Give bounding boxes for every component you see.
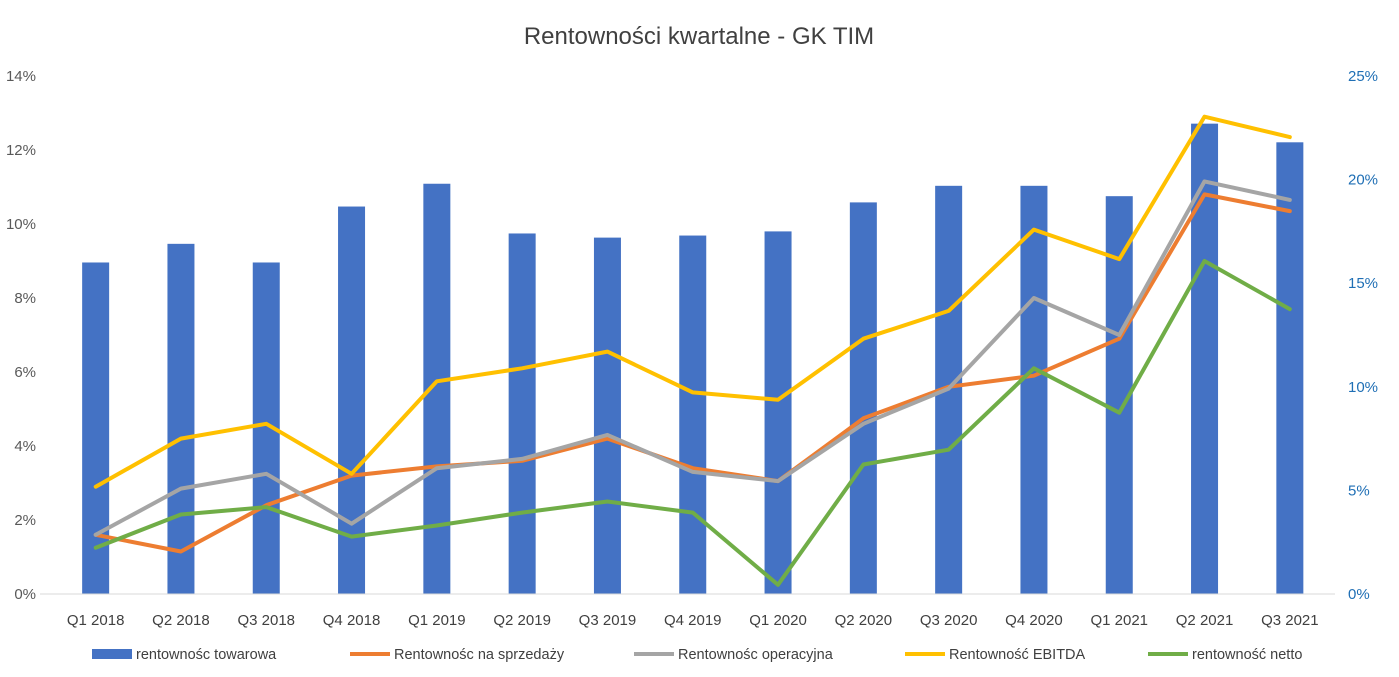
series-line [93,192,1292,554]
series-line [93,259,1292,587]
x-axis: Q1 2018 Q2 2018 Q3 2018 Q4 2018 Q1 2019 Q2 20… [67,612,1319,629]
bar [1020,185,1048,595]
bar [764,231,792,594]
left-tick-label: 14% [6,68,36,85]
bar [82,262,110,594]
bar [593,237,621,594]
left-tick-label: 0% [14,586,36,603]
x-tick-label: Q3 2018 [237,612,295,629]
legend-label: rentowność netto [1192,647,1302,663]
left-tick-label: 8% [14,290,36,307]
right-tick-label: 0% [1348,586,1370,603]
left-axis: 0% 2% 4% 6% 8% 10% 12% 14% [6,68,36,603]
x-tick-label: Q1 2020 [749,612,807,629]
x-tick-label: Q1 2019 [408,612,466,629]
bar [679,235,707,594]
right-tick-label: 5% [1348,482,1370,499]
left-tick-label: 10% [6,216,36,233]
x-tick-label: Q2 2020 [835,612,893,629]
right-tick-label: 10% [1348,379,1378,396]
legend: rentownośc towarowa Rentownośc na sprzeda… [92,647,1302,663]
right-tick-label: 15% [1348,275,1378,292]
x-tick-label: Q2 2018 [152,612,210,629]
right-axis: 0% 5% 10% 15% 20% 25% [1348,68,1378,603]
bar [1276,142,1304,594]
x-tick-label: Q3 2019 [579,612,637,629]
bar [508,233,536,595]
x-tick-label: Q1 2021 [1090,612,1148,629]
legend-swatch [92,649,132,659]
x-tick-label: Q1 2018 [67,612,125,629]
left-tick-label: 6% [14,364,36,381]
legend-label: Rentowność EBITDA [949,647,1086,663]
left-tick-label: 4% [14,438,36,455]
bar [849,202,877,594]
x-tick-label: Q2 2019 [493,612,551,629]
series-line [93,179,1292,537]
bar [338,206,366,594]
x-tick-label: Q2 2021 [1176,612,1234,629]
line-series [93,114,1292,587]
x-tick-label: Q4 2018 [323,612,381,629]
legend-label: rentownośc towarowa [136,647,277,663]
legend-label: Rentownośc na sprzedaży [394,647,565,663]
chart-title: Rentowności kwartalne - GK TIM [524,23,874,50]
x-tick-label: Q4 2019 [664,612,722,629]
x-tick-label: Q3 2020 [920,612,978,629]
series-line [93,114,1292,489]
bar [167,243,195,594]
x-tick-label: Q4 2020 [1005,612,1063,629]
right-tick-label: 20% [1348,172,1378,189]
left-tick-label: 12% [6,142,36,159]
left-tick-label: 2% [14,512,36,529]
x-tick-label: Q3 2021 [1261,612,1319,629]
bar [1191,123,1219,594]
right-tick-label: 25% [1348,68,1378,85]
legend-label: Rentownośc operacyjna [678,647,834,663]
bar-series [82,123,1304,595]
